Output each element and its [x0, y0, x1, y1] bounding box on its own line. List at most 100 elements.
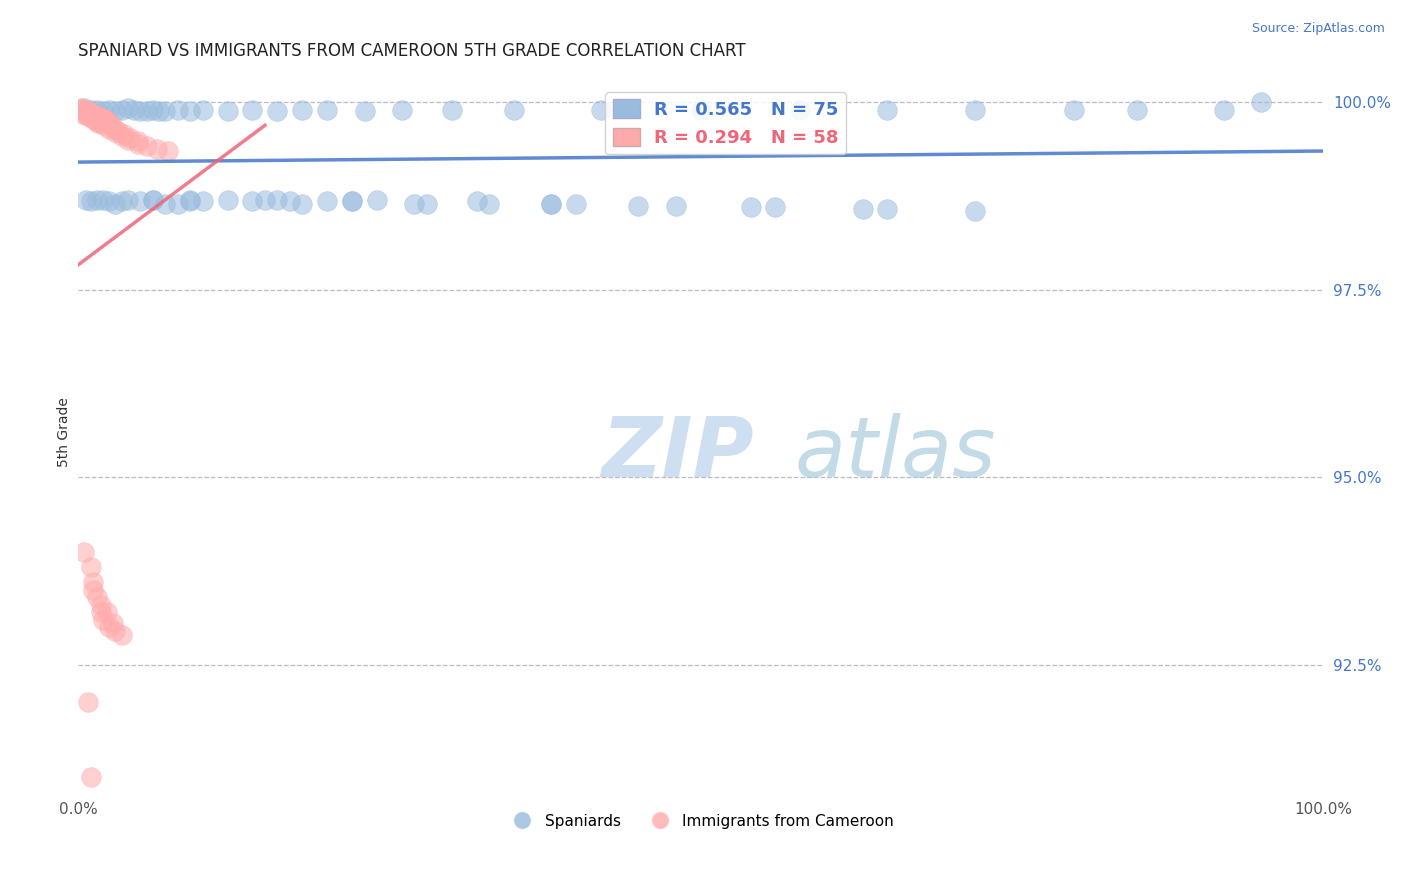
Point — [111, 194, 134, 209]
Point — [540, 196, 562, 211]
Point — [89, 112, 111, 126]
Point — [266, 104, 288, 119]
Point — [253, 193, 276, 207]
Point — [391, 103, 413, 117]
Point — [84, 114, 107, 128]
Point — [79, 560, 101, 574]
Point — [82, 582, 104, 597]
Point — [84, 109, 107, 123]
Point — [98, 194, 121, 209]
Point — [478, 196, 501, 211]
Point — [111, 627, 134, 641]
Point — [75, 108, 97, 122]
Point — [963, 204, 986, 219]
Point — [166, 196, 188, 211]
Point — [148, 104, 170, 119]
Point — [765, 200, 787, 214]
Point — [91, 104, 114, 119]
Point — [112, 127, 135, 141]
Point — [104, 104, 127, 119]
Point — [104, 624, 127, 638]
Point — [876, 103, 898, 117]
Point — [98, 620, 121, 634]
Point — [876, 202, 898, 216]
Point — [80, 106, 103, 120]
Point — [75, 104, 97, 119]
Point — [117, 133, 139, 147]
Legend: Spaniards, Immigrants from Cameroon: Spaniards, Immigrants from Cameroon — [501, 807, 900, 835]
Point — [155, 104, 177, 119]
Point — [77, 106, 100, 120]
Point — [75, 193, 97, 207]
Point — [104, 121, 127, 136]
Point — [340, 194, 363, 209]
Point — [104, 125, 127, 139]
Point — [129, 194, 152, 209]
Point — [73, 545, 96, 559]
Point — [83, 108, 105, 122]
Point — [142, 193, 165, 207]
Point — [86, 193, 108, 207]
Point — [135, 139, 157, 153]
Point — [76, 104, 98, 119]
Point — [440, 103, 463, 117]
Point — [91, 613, 114, 627]
Point — [90, 598, 112, 612]
Point — [1250, 95, 1272, 110]
Point — [96, 605, 118, 619]
Point — [366, 193, 388, 207]
Point — [86, 109, 108, 123]
Point — [93, 112, 115, 126]
Point — [91, 112, 114, 126]
Point — [129, 104, 152, 119]
Y-axis label: 5th Grade: 5th Grade — [58, 397, 72, 467]
Point — [70, 103, 93, 117]
Point — [416, 196, 439, 211]
Point — [79, 111, 101, 125]
Point — [540, 196, 562, 211]
Point — [135, 104, 157, 119]
Point — [1125, 103, 1147, 117]
Text: Source: ZipAtlas.com: Source: ZipAtlas.com — [1251, 22, 1385, 36]
Point — [87, 115, 110, 129]
Point — [108, 125, 131, 139]
Point — [100, 120, 122, 134]
Point — [94, 114, 117, 128]
Point — [117, 102, 139, 116]
Point — [316, 194, 339, 209]
Point — [127, 136, 149, 151]
Text: SPANIARD VS IMMIGRANTS FROM CAMEROON 5TH GRADE CORRELATION CHART: SPANIARD VS IMMIGRANTS FROM CAMEROON 5TH… — [79, 42, 745, 60]
Point — [291, 103, 314, 117]
Point — [79, 103, 101, 117]
Text: atlas: atlas — [794, 413, 995, 494]
Point — [69, 102, 91, 116]
Point — [217, 193, 239, 207]
Point — [120, 131, 142, 145]
Point — [155, 196, 177, 211]
Point — [627, 199, 650, 213]
Point — [77, 695, 100, 709]
Point — [111, 103, 134, 117]
Point — [179, 193, 201, 207]
Point — [278, 194, 301, 209]
Point — [90, 112, 112, 126]
Point — [316, 103, 339, 117]
Point — [90, 605, 112, 619]
Point — [82, 106, 104, 120]
Point — [465, 194, 488, 209]
Point — [191, 194, 214, 209]
Point — [565, 196, 588, 211]
Point — [79, 106, 101, 120]
Text: ZIP: ZIP — [602, 413, 754, 494]
Point — [79, 770, 101, 784]
Point — [77, 109, 100, 123]
Point — [91, 118, 114, 132]
Point — [591, 103, 613, 117]
Point — [87, 111, 110, 125]
Point — [145, 142, 167, 156]
Point — [82, 112, 104, 126]
Point — [665, 199, 688, 213]
Point — [127, 134, 149, 148]
Point — [98, 116, 121, 130]
Point — [789, 103, 811, 117]
